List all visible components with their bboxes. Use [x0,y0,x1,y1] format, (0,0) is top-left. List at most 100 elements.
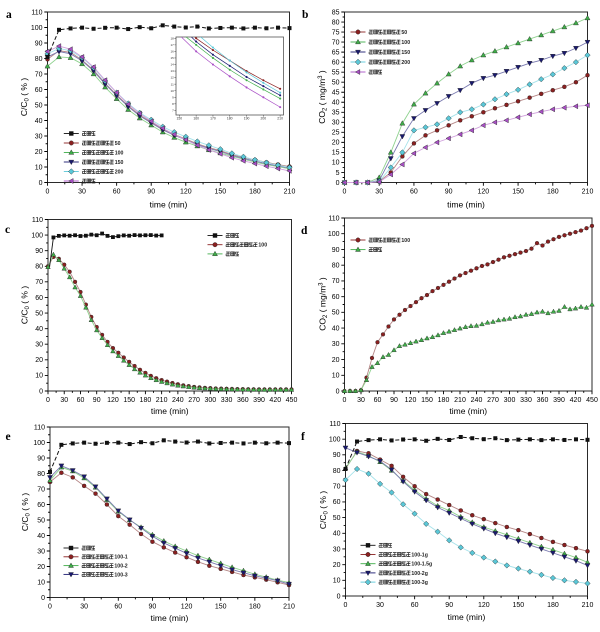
svg-text:CO2 ( mg/m3 ): CO2 ( mg/m3 ) [317,70,329,124]
svg-text:120: 120 [478,189,490,196]
svg-text:10: 10 [35,164,43,171]
svg-text:210: 210 [156,397,168,404]
svg-text:60: 60 [37,502,45,509]
svg-text:20: 20 [35,357,43,364]
svg-text:90: 90 [93,397,101,404]
svg-text:180: 180 [438,397,450,404]
svg-text:70: 70 [333,484,341,491]
svg-text:30: 30 [332,341,340,348]
svg-text:180: 180 [547,189,559,196]
svg-text:40: 40 [37,533,45,540]
svg-text:100: 100 [328,231,340,238]
svg-text:40: 40 [332,325,340,332]
svg-text:90: 90 [35,248,43,255]
svg-text:420: 420 [269,397,281,404]
svg-text:100-1: 100-1 [114,555,127,561]
svg-text:30: 30 [35,342,43,349]
svg-text:110: 110 [34,424,45,431]
svg-text:50: 50 [35,102,43,109]
svg-text:210: 210 [582,602,594,609]
svg-text:C/C0 ( % ): C/C0 ( % ) [19,78,31,116]
svg-text:15: 15 [332,150,340,157]
svg-text:360: 360 [237,397,249,404]
svg-text:40: 40 [333,531,341,538]
svg-text:0: 0 [343,397,347,404]
svg-text:30: 30 [80,604,88,611]
svg-text:80: 80 [332,19,340,26]
svg-text:0: 0 [343,189,347,196]
svg-text:360: 360 [537,397,549,404]
svg-text:150: 150 [513,602,525,609]
svg-text:9: 9 [172,95,174,99]
svg-text:80: 80 [332,262,340,269]
svg-text:60: 60 [333,499,341,506]
svg-text:420: 420 [570,397,582,404]
svg-text:170: 170 [210,117,216,121]
svg-text:210: 210 [454,397,466,404]
svg-text:time (min): time (min) [449,406,487,416]
svg-text:100: 100 [31,232,43,239]
svg-text:100: 100 [401,40,410,46]
svg-text:110: 110 [328,215,339,222]
svg-text:180: 180 [249,604,261,611]
svg-text:time (min): time (min) [150,200,188,210]
svg-text:270: 270 [487,397,499,404]
svg-text:300: 300 [204,397,216,404]
svg-text:150: 150 [115,160,124,166]
svg-text:330: 330 [520,397,532,404]
svg-text:270: 270 [188,397,200,404]
svg-text:150: 150 [512,189,524,196]
svg-text:80: 80 [37,471,45,478]
svg-text:0: 0 [344,602,348,609]
svg-text:300: 300 [504,397,516,404]
svg-text:C/C0 ( % ): C/C0 ( % ) [20,493,32,531]
svg-text:100-2: 100-2 [114,564,127,570]
svg-text:40: 40 [35,118,43,125]
svg-text:90: 90 [445,189,453,196]
svg-text:80: 80 [35,264,43,271]
svg-text:90: 90 [147,189,155,196]
svg-text:30: 30 [37,548,45,555]
svg-text:e: e [6,431,11,443]
svg-text:100: 100 [115,150,124,156]
svg-text:120: 120 [405,397,417,404]
svg-text:90: 90 [332,247,340,254]
svg-text:10: 10 [332,160,340,167]
svg-text:100-1.5g: 100-1.5g [411,562,432,568]
svg-text:100: 100 [31,25,43,32]
svg-text:70: 70 [35,71,43,78]
svg-text:90: 90 [390,397,398,404]
svg-text:450: 450 [286,397,298,404]
svg-text:20: 20 [332,140,340,147]
svg-text:10: 10 [332,373,340,380]
svg-text:60: 60 [35,295,43,302]
svg-text:180: 180 [227,117,233,121]
svg-text:time (min): time (min) [447,200,485,210]
svg-text:25: 25 [332,130,340,137]
svg-text:50: 50 [115,141,121,147]
svg-text:100: 100 [329,436,341,443]
svg-text:C/C0 ( % ): C/C0 ( % ) [318,491,330,529]
svg-text:0: 0 [41,595,45,602]
svg-text:time (min): time (min) [151,613,189,623]
svg-text:50: 50 [35,310,43,317]
svg-text:70: 70 [37,486,45,493]
svg-text:240: 240 [471,397,483,404]
svg-text:100: 100 [33,440,45,447]
svg-text:20: 20 [35,149,43,156]
svg-text:20: 20 [332,357,340,364]
svg-text:50: 50 [37,517,45,524]
svg-text:a: a [6,9,12,21]
svg-text:150: 150 [177,117,183,121]
svg-text:100: 100 [258,243,267,249]
svg-text:65: 65 [332,49,340,56]
svg-text:20: 20 [37,564,45,571]
svg-text:210: 210 [277,117,283,121]
svg-text:0: 0 [336,388,340,395]
svg-text:390: 390 [253,397,265,404]
svg-text:110: 110 [31,9,42,16]
svg-text:40: 40 [332,100,340,107]
svg-text:100-3g: 100-3g [411,580,427,586]
svg-text:390: 390 [553,397,565,404]
svg-text:55: 55 [332,69,340,76]
